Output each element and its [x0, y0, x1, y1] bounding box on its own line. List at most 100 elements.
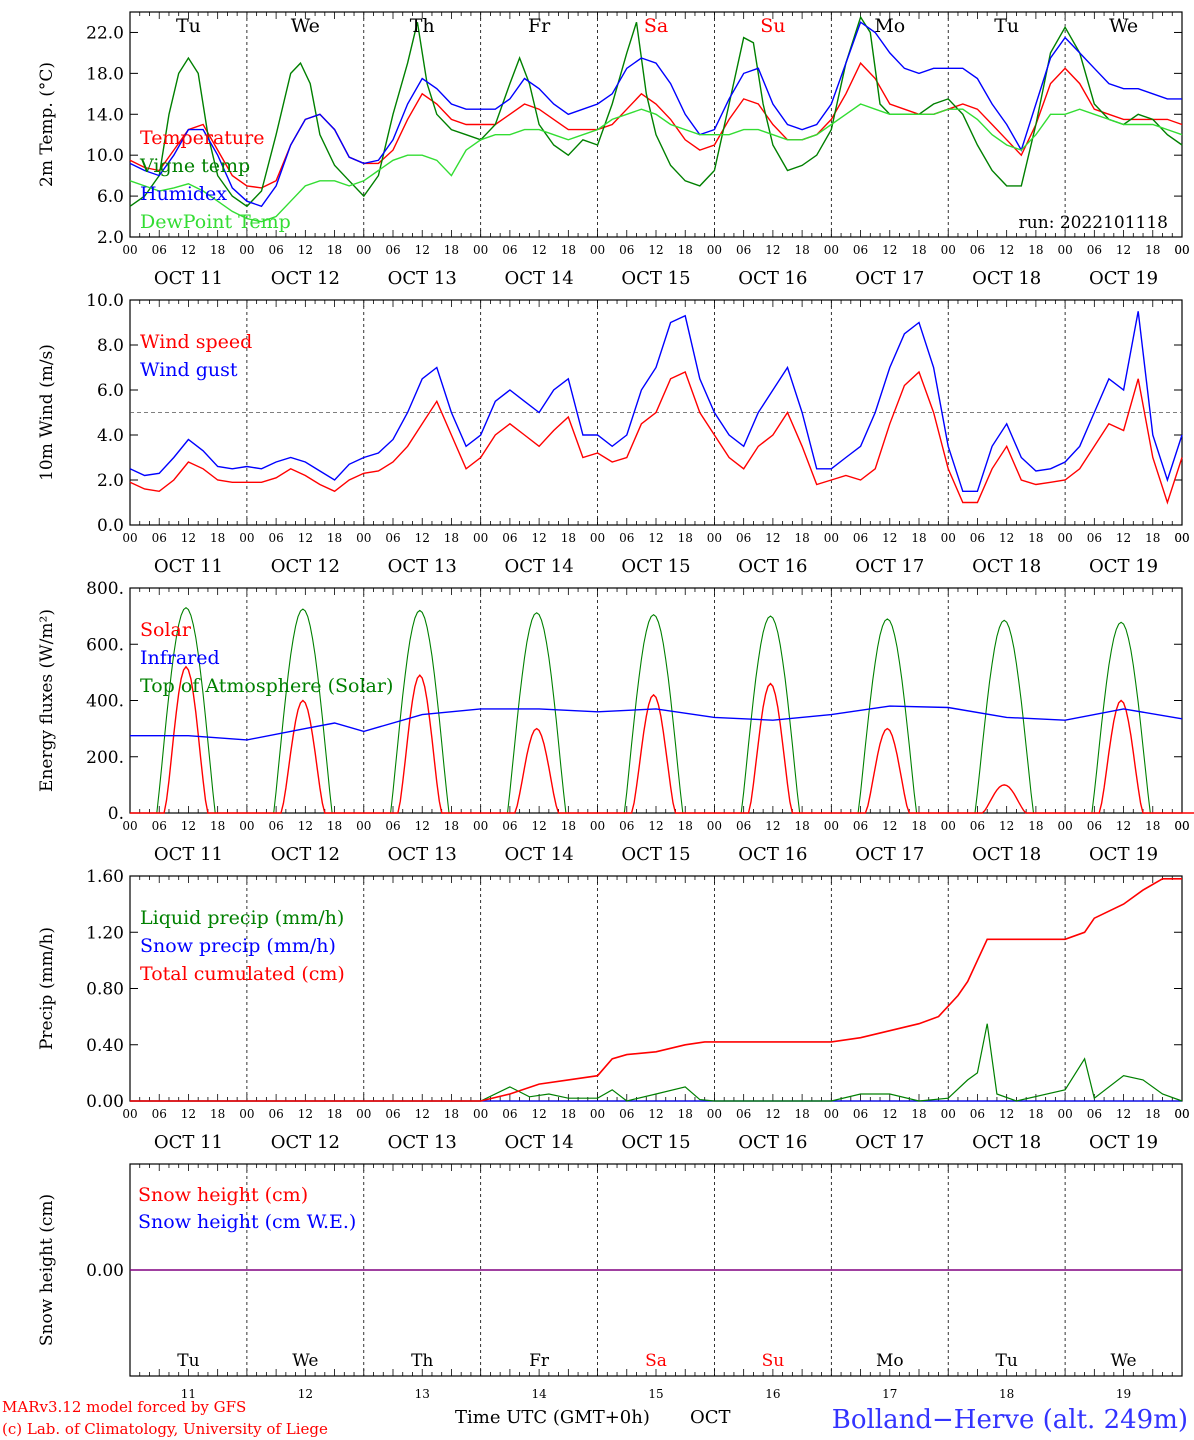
x-tick-label: 18	[1145, 243, 1160, 257]
x-tick-label: 18	[1028, 243, 1043, 257]
date-label: OCT 18	[972, 556, 1041, 577]
date-label: OCT 19	[1089, 1132, 1158, 1153]
y-tick-label: 6.0	[97, 187, 124, 207]
date-label: OCT 13	[388, 1132, 457, 1153]
y-tick-label: 1.20	[86, 923, 124, 943]
x-tick-label: 00	[356, 1107, 371, 1121]
legend-snow-precip-mm-h: Snow precip (mm/h)	[140, 935, 336, 957]
x-tick-label: 18	[210, 1107, 225, 1121]
x-tick-label: 00	[1174, 819, 1189, 833]
x-tick-label: 00	[1174, 531, 1189, 545]
y-tick-label: 6.0	[97, 381, 124, 401]
x-tick-label: 00	[473, 819, 488, 833]
x-tick-label: 06	[853, 819, 868, 833]
date-label: OCT 16	[738, 556, 807, 577]
y-axis-title: Precip (mm/h)	[37, 927, 57, 1050]
x-tick-label: 12	[415, 243, 430, 257]
legend-total-cumulated-cm: Total cumulated (cm)	[140, 963, 345, 985]
x-tick-label: 06	[385, 531, 400, 545]
x-tick-label: 18	[1028, 819, 1043, 833]
series-total-cumulated-cm	[130, 877, 1182, 1102]
x-tick-label: 06	[970, 531, 985, 545]
x-tick-label: 00	[473, 531, 488, 545]
y-tick-label: 0.80	[86, 980, 124, 1000]
x-tick-label: 00	[356, 531, 371, 545]
x-tick-label: 06	[1087, 531, 1102, 545]
legend-wind-gust: Wind gust	[140, 359, 238, 381]
day-name-label: We	[1109, 15, 1138, 37]
x-tick-label: 06	[1087, 819, 1102, 833]
x-tick-label: 00	[122, 243, 137, 257]
date-label: OCT 19	[1089, 556, 1158, 577]
x-tick-label: 18	[794, 531, 809, 545]
x-tick-label: 12	[531, 819, 546, 833]
x-tick-label: 06	[970, 1107, 985, 1121]
x-tick-label: 06	[619, 531, 634, 545]
x-tick-label: 00	[473, 1107, 488, 1121]
date-label: OCT 11	[154, 844, 223, 865]
x-tick-label: 06	[736, 531, 751, 545]
x-tick-label: 06	[736, 819, 751, 833]
day-number-label: 11	[181, 1387, 196, 1401]
x-tick-label: 12	[882, 1107, 897, 1121]
y-tick-label: 18.0	[86, 64, 124, 84]
x-tick-label: 18	[1028, 1107, 1043, 1121]
day-number-label: 17	[882, 1387, 897, 1401]
y-tick-label: 1.60	[86, 867, 124, 887]
x-tick-label: 12	[765, 1107, 780, 1121]
credit-line-1: MARv3.12 model forced by GFS	[2, 1398, 246, 1416]
date-label: OCT 11	[154, 1132, 223, 1153]
x-tick-label: 18	[678, 531, 693, 545]
date-label: OCT 17	[855, 268, 924, 289]
credit-line-2: (c) Lab. of Climatology, University of L…	[2, 1420, 328, 1438]
y-tick-label: 400.	[86, 692, 124, 712]
date-label: OCT 14	[505, 1132, 574, 1153]
date-label: OCT 17	[855, 844, 924, 865]
y-axis-title: Energy fluxes (W/m²)	[37, 609, 57, 792]
day-number-label: 14	[531, 1387, 547, 1401]
legend-snow-height-cm: Snow height (cm)	[138, 1184, 308, 1206]
x-tick-label: 12	[648, 1107, 663, 1121]
day-name-label: Fr	[529, 1351, 550, 1371]
x-tick-label: 06	[268, 1107, 283, 1121]
x-tick-label: 12	[648, 531, 663, 545]
day-name-label: Tu	[994, 15, 1019, 37]
x-tick-label: 12	[181, 1107, 196, 1121]
day-name-label: Tu	[176, 15, 201, 37]
x-tick-label: 06	[502, 1107, 517, 1121]
x-tick-label: 00	[1174, 243, 1189, 257]
x-tick-label: 18	[911, 243, 926, 257]
x-tick-label: 12	[765, 819, 780, 833]
series-temperature	[129, 61, 1183, 189]
x-tick-label: 18	[444, 243, 459, 257]
x-tick-label: 18	[911, 1107, 926, 1121]
day-name-label: Mo	[876, 1351, 904, 1371]
date-label: OCT 16	[738, 1132, 807, 1153]
x-tick-label: 12	[1116, 1107, 1131, 1121]
date-label: OCT 12	[271, 844, 340, 865]
y-tick-label: 2.0	[97, 228, 124, 248]
x-tick-label: 00	[239, 1107, 254, 1121]
x-axis-month: OCT	[690, 1407, 731, 1428]
x-tick-label: 18	[327, 819, 342, 833]
legend-liquid-precip-mm-h: Liquid precip (mm/h)	[140, 907, 344, 929]
day-name-label: We	[1110, 1351, 1136, 1371]
date-label: OCT 13	[388, 268, 457, 289]
date-label: OCT 19	[1089, 268, 1158, 289]
x-tick-label: 06	[385, 819, 400, 833]
x-tick-label: 18	[327, 1107, 342, 1121]
series-liquid-precip-mm-h	[130, 1023, 1183, 1102]
x-tick-label: 00	[941, 1107, 956, 1121]
x-tick-label: 06	[268, 531, 283, 545]
date-label: OCT 15	[621, 556, 690, 577]
x-tick-label: 18	[561, 243, 576, 257]
y-tick-label: 8.0	[97, 336, 124, 356]
x-tick-label: 06	[736, 1107, 751, 1121]
x-tick-label: 12	[415, 531, 430, 545]
date-label: OCT 13	[388, 844, 457, 865]
date-label: OCT 12	[271, 268, 340, 289]
x-tick-label: 00	[941, 531, 956, 545]
day-name-label: Th	[411, 1351, 433, 1371]
x-tick-label: 12	[999, 1107, 1014, 1121]
x-tick-label: 12	[415, 819, 430, 833]
